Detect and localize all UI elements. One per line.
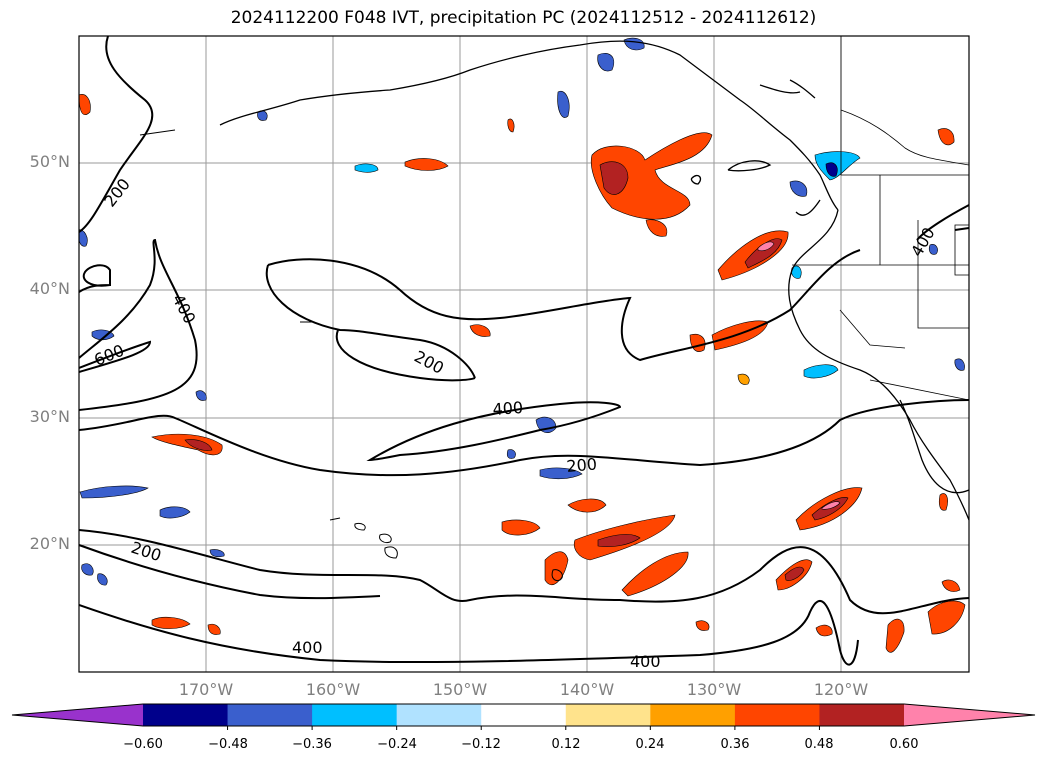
precip-patch: [597, 534, 641, 548]
precip-patch: [737, 373, 750, 385]
precip-patch: [79, 485, 149, 499]
precip-patch: [954, 358, 965, 371]
precip-patch: [784, 566, 805, 581]
colorbar-segment: [227, 704, 313, 726]
precip-patch: [621, 551, 689, 597]
precip-patch: [791, 265, 802, 279]
precip-patch: [557, 90, 570, 118]
colorbar-tick-label: −0.24: [377, 737, 417, 752]
precip-patch: [151, 616, 191, 629]
precip-patch: [507, 118, 515, 133]
colorbar-tick-label: 0.48: [804, 737, 834, 752]
precip-patch: [469, 324, 491, 337]
colorbar-tick-label: −0.36: [292, 737, 332, 752]
precip-patch: [938, 493, 948, 511]
precip-pc-shading: [79, 37, 966, 653]
precip-patch: [404, 158, 449, 171]
contour-label: 400: [492, 398, 524, 419]
coastlines: [219, 40, 969, 521]
contour-label: 200: [566, 454, 598, 476]
precip-patch: [695, 620, 710, 631]
precip-patch: [599, 161, 629, 195]
precip-patch: [544, 551, 569, 586]
precip-patch: [803, 364, 839, 379]
borders: [792, 36, 969, 401]
precip-patch: [506, 449, 516, 459]
precip-patch: [757, 241, 775, 252]
map-frame: [78, 35, 970, 673]
colorbar-segment: [650, 704, 736, 726]
precip-patch: [941, 579, 961, 592]
precip-patch: [645, 219, 668, 237]
ivt-contours: [79, 36, 969, 666]
precip-patch: [825, 162, 838, 177]
colorbar-segment: [819, 704, 905, 726]
colorbar-tick-label: −0.12: [461, 737, 501, 752]
colorbar-segment: [734, 704, 820, 726]
precip-patch: [501, 519, 541, 536]
precip-patch: [207, 623, 221, 635]
graticule: [79, 36, 969, 672]
precip-patch: [539, 467, 583, 480]
map-title: 2024112200 F048 IVT, precipitation PC (2…: [230, 8, 817, 28]
precip-patch: [937, 128, 955, 146]
colorbar-tick-label: 0.24: [635, 737, 665, 752]
lon-label: 160°W: [305, 680, 361, 699]
map-panel: [79, 36, 969, 672]
lon-label: 120°W: [813, 680, 869, 699]
lat-label: 50°N: [29, 152, 70, 171]
colorbar-segment: [396, 704, 482, 726]
colorbar-tick-label: −0.48: [208, 737, 248, 752]
precip-patch: [79, 94, 91, 115]
precip-patch: [928, 244, 938, 255]
lat-label: 30°N: [29, 407, 70, 426]
precip-patch: [184, 439, 213, 451]
colorbar-extension-low: [12, 704, 143, 726]
precip-patch: [821, 501, 841, 510]
colorbar-segment: [481, 704, 567, 726]
islands: [139, 129, 563, 581]
lon-label: 170°W: [178, 680, 234, 699]
colorbar-segment: [565, 704, 651, 726]
precip-patch: [159, 506, 191, 519]
colorbar-tick-label: 0.60: [889, 737, 919, 752]
precip-patch: [97, 573, 108, 586]
contour-label: 400: [630, 652, 661, 671]
lon-label: 150°W: [432, 680, 488, 699]
lat-label: 40°N: [29, 279, 70, 298]
colorbar-segment: [312, 704, 398, 726]
precip-patch: [195, 390, 207, 401]
colorbar-extension-high: [904, 704, 1035, 726]
precip-patch: [79, 229, 88, 247]
precip-patch: [789, 180, 808, 197]
precip-patch: [815, 624, 833, 637]
lon-label: 130°W: [686, 680, 742, 699]
precip-patch: [354, 163, 379, 173]
colorbar-tick-label: 0.12: [551, 737, 581, 752]
precip-patch: [885, 618, 905, 653]
lon-label: 140°W: [559, 680, 615, 699]
precip-patch: [927, 600, 966, 635]
colorbar-tick-label: 0.36: [720, 737, 750, 752]
precip-patch: [597, 52, 615, 72]
lat-label: 20°N: [29, 534, 70, 553]
colorbar-outline: [11, 703, 1036, 727]
colorbar-tick-label: −0.60: [123, 737, 163, 752]
precip-patch: [209, 549, 225, 558]
precip-patch: [590, 132, 713, 220]
colorbar: [11, 703, 1036, 730]
contour-label: 400: [292, 638, 323, 657]
colorbar-segment: [143, 704, 229, 726]
precip-patch: [81, 563, 94, 576]
precip-patch: [567, 498, 607, 513]
